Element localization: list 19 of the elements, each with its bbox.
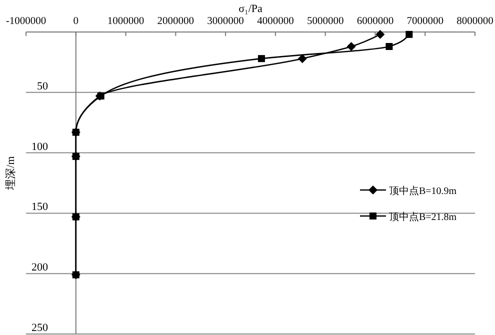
x-tick-label: 4000000 [257, 16, 294, 27]
y-tick-label: 100 [32, 140, 48, 153]
y-tick-label: 200 [32, 262, 48, 274]
y-tick-label: 150 [32, 201, 48, 214]
y-tick-label: 50 [37, 80, 48, 92]
x-tick-label: -1000000 [6, 16, 46, 27]
x-tick-label: 3000000 [207, 16, 244, 27]
x-tick-label: 0 [73, 16, 79, 27]
x-tick-label: 6000000 [356, 16, 394, 27]
x-tick-label: 8000000 [456, 16, 494, 27]
x-tick-label: 5000000 [306, 16, 344, 27]
legend-label: 顶中点B=21.8m [389, 211, 457, 223]
x-tick-label: 2000000 [157, 16, 194, 27]
x-tick-label: 1000000 [107, 16, 144, 27]
legend-label: 顶中点B=10.9m [389, 185, 457, 197]
x-tick-label: 7000000 [406, 16, 444, 27]
x-axis-title: σ₁/Pa [238, 3, 263, 15]
y-axis-title: 埋深/m [5, 156, 17, 191]
y-tick-label: 250 [32, 322, 48, 334]
